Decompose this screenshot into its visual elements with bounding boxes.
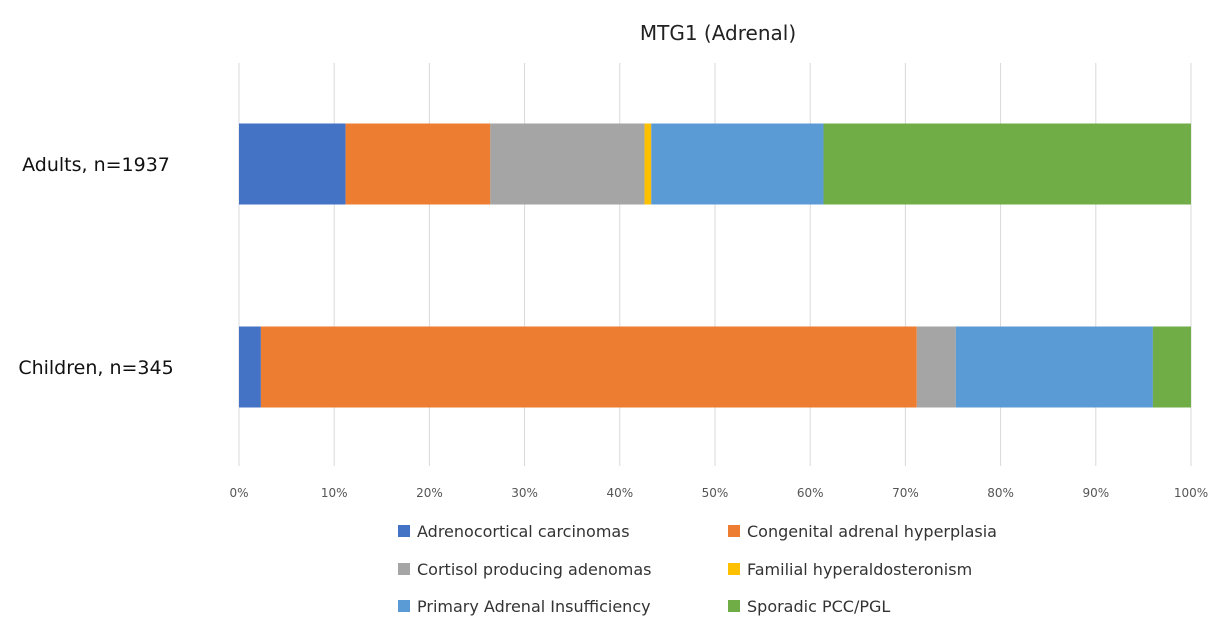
- legend: Adrenocortical carcinomas Congenital adre…: [398, 522, 997, 616]
- legend-label: Cortisol producing adenomas: [417, 560, 651, 579]
- bar-segment: [239, 326, 261, 408]
- x-tick-label: 50%: [702, 486, 729, 500]
- legend-swatch: [398, 600, 410, 612]
- legend-label: Primary Adrenal Insufficiency: [417, 597, 651, 616]
- legend-item: Congenital adrenal hyperplasia: [728, 522, 997, 541]
- legend-item: Sporadic PCC/PGL: [728, 597, 890, 616]
- legend-label: Adrenocortical carcinomas: [417, 522, 630, 541]
- legend-item: Familial hyperaldosteronism: [728, 560, 972, 579]
- x-tick-label: 10%: [321, 486, 348, 500]
- legend-item: Primary Adrenal Insufficiency: [398, 597, 651, 616]
- legend-swatch: [398, 563, 410, 575]
- category-labels: Adults, n=1937 Children, n=345: [18, 154, 173, 379]
- x-tick-label: 90%: [1082, 486, 1109, 500]
- bar-segment: [823, 123, 1191, 205]
- legend-label: Congenital adrenal hyperplasia: [747, 522, 997, 541]
- legend-swatch: [398, 525, 410, 537]
- bars: [239, 123, 1191, 408]
- bar-segment: [916, 326, 956, 408]
- bar-segment: [644, 123, 652, 205]
- legend-swatch: [728, 525, 740, 537]
- x-tick-label: 60%: [797, 486, 824, 500]
- category-label: Adults, n=1937: [22, 154, 170, 176]
- bar-segment: [490, 123, 645, 205]
- legend-label: Familial hyperaldosteronism: [747, 560, 972, 579]
- chart-title: MTG1 (Adrenal): [640, 21, 796, 45]
- x-tick-label: 40%: [606, 486, 633, 500]
- x-tick-label: 0%: [229, 486, 248, 500]
- bar-segment: [1152, 326, 1191, 408]
- x-tick-label: 20%: [416, 486, 443, 500]
- bar-segment: [955, 326, 1153, 408]
- bar-segment: [239, 123, 346, 205]
- legend-swatch: [728, 600, 740, 612]
- legend-item: Cortisol producing adenomas: [398, 560, 651, 579]
- legend-swatch: [728, 563, 740, 575]
- bar-segment: [651, 123, 824, 205]
- category-label: Children, n=345: [18, 357, 173, 379]
- x-tick-label: 80%: [987, 486, 1014, 500]
- x-tick-label: 70%: [892, 486, 919, 500]
- bar-segment: [260, 326, 917, 408]
- legend-label: Sporadic PCC/PGL: [747, 597, 890, 616]
- x-tick-label: 100%: [1174, 486, 1208, 500]
- bar-segment: [345, 123, 491, 205]
- legend-item: Adrenocortical carcinomas: [398, 522, 630, 541]
- x-tick-label: 30%: [511, 486, 538, 500]
- tick-labels: 0% 10% 20% 30% 40% 50% 60% 70% 80% 90% 100%: [229, 486, 1208, 500]
